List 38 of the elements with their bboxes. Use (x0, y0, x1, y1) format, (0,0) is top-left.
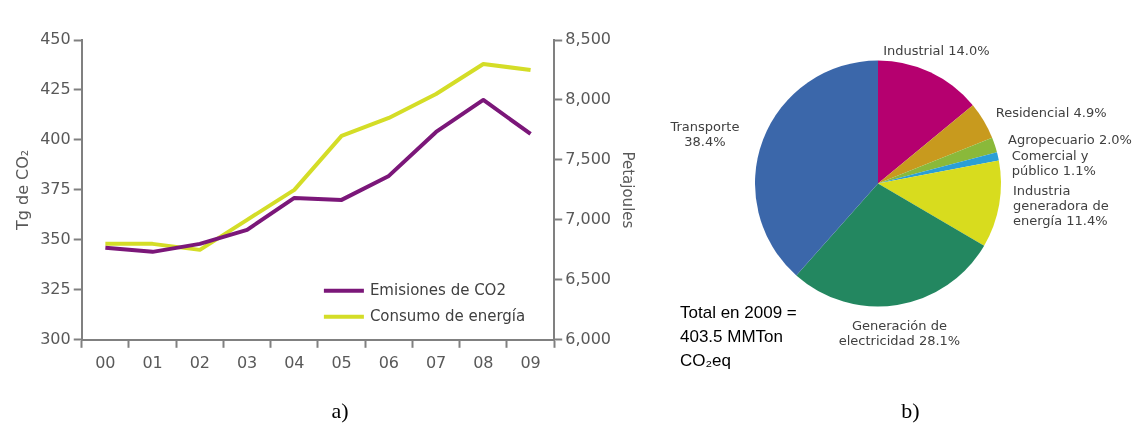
y2-tick-label: 8,500 (565, 29, 612, 49)
y-axis-title: Tg de CO₂ (12, 149, 32, 232)
x-tick-label: 03 (236, 352, 258, 372)
text: Total en 2009 = 403.5 MMTon CO₂eq (680, 303, 797, 371)
slice-label: Generación de electricidad 28.1% (838, 317, 961, 348)
y2-tick-label: 8,000 (565, 89, 612, 109)
x-tick-label: 04 (284, 352, 305, 372)
y-tick-label: 425 (40, 79, 71, 99)
x-tick-label: 09 (520, 352, 541, 372)
legend-label: Emisiones de CO2 (369, 280, 506, 299)
y-tick-label: 400 (40, 129, 71, 149)
legend-label: Consumo de energía (369, 306, 526, 325)
slice-label: Transporte (669, 118, 740, 134)
slice-label: Industria generadora de energía 11.4% (1012, 183, 1109, 229)
slice-label: Agropecuario 2.0% (1008, 131, 1132, 147)
y-tick-label: 375 (40, 179, 71, 199)
slice-label: Comercial y público 1.1% (1011, 147, 1096, 178)
y-tick-label: 350 (40, 229, 71, 249)
x-tick-label: 06 (378, 352, 400, 372)
x-tick-label: 01 (142, 352, 163, 372)
y-tick-label: 300 (40, 328, 71, 348)
y2-axis-title: Petajoules (619, 151, 638, 229)
y2-tick-label: 6,500 (565, 269, 612, 288)
slice-label: Industrial 14.0% (883, 43, 990, 59)
y-tick-label: 325 (40, 278, 71, 298)
y2-tick-label: 7,000 (565, 209, 612, 229)
y-tick-label: 450 (40, 29, 71, 49)
x-tick-label: 05 (331, 352, 352, 372)
slice-label: Residencial 4.9% (995, 104, 1107, 120)
y2-tick-label: 7,500 (565, 149, 612, 169)
data-label: 38.4% (684, 133, 726, 149)
x-tick-label: 08 (473, 352, 494, 372)
x-tick-label: 07 (425, 352, 447, 372)
text: b) (901, 397, 920, 423)
y2-tick-label: 6,000 (565, 328, 612, 348)
x-tick-label: 02 (189, 352, 211, 372)
text: a) (331, 397, 349, 423)
x-tick-label: 00 (95, 352, 116, 372)
